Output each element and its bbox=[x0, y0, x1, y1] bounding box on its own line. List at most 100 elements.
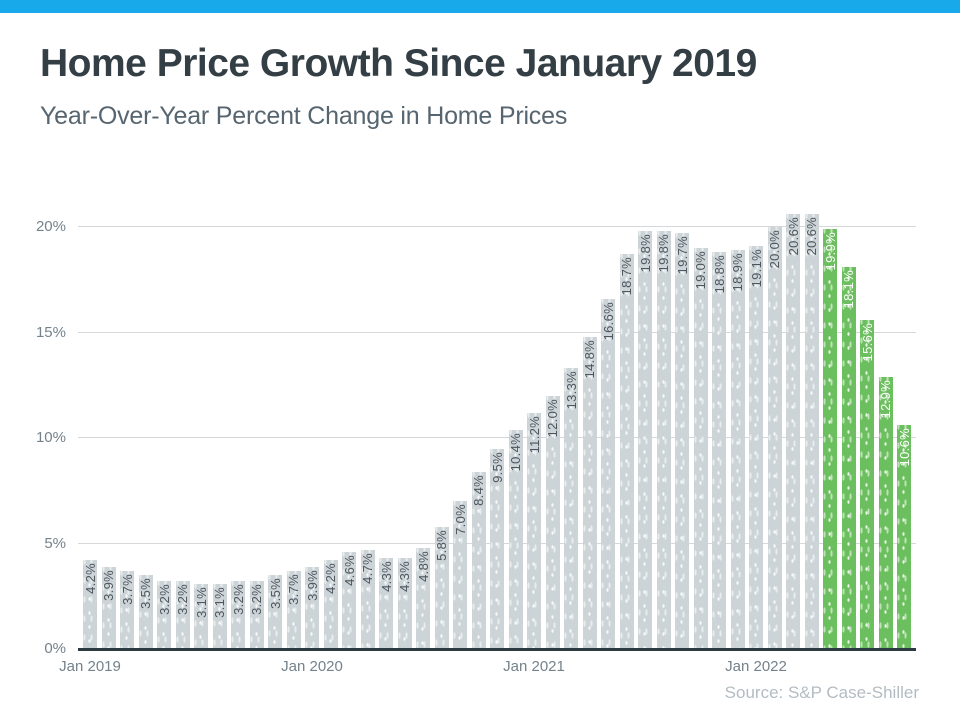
bar: 20.0% bbox=[767, 227, 782, 649]
bar-value-label: 3.1% bbox=[193, 586, 209, 618]
bar: 3.9% bbox=[101, 566, 116, 649]
bar-value-label: 18.7% bbox=[619, 257, 634, 296]
x-tick-label: Jan 2021 bbox=[503, 658, 565, 675]
x-tick-label: Jan 2022 bbox=[725, 658, 787, 675]
page-subtitle: Year-Over-Year Percent Change in Home Pr… bbox=[40, 102, 568, 130]
bar-value-label: 3.7% bbox=[119, 573, 135, 605]
bar: 4.7% bbox=[360, 549, 375, 649]
bar: 8.4% bbox=[471, 471, 486, 649]
bar: 3.5% bbox=[138, 575, 153, 649]
page-title: Home Price Growth Since January 2019 bbox=[40, 42, 757, 85]
x-tick-label: Jan 2019 bbox=[59, 658, 121, 675]
bar: 3.1% bbox=[212, 583, 227, 649]
bar: 3.2% bbox=[156, 581, 172, 649]
bar: 19.8% bbox=[637, 231, 653, 649]
bar-value-label: 14.8% bbox=[582, 339, 597, 379]
gridline bbox=[78, 331, 916, 333]
bar: 16.6% bbox=[600, 298, 616, 649]
bar-value-label: 19.0% bbox=[693, 251, 708, 290]
y-tick-label: 15% bbox=[35, 323, 66, 341]
bar-value-label: 18.1% bbox=[841, 270, 856, 309]
bar: 4.2% bbox=[323, 560, 338, 649]
bar-value-label: 3.2% bbox=[175, 584, 190, 616]
bar: 19.8% bbox=[656, 231, 671, 649]
bar: 3.2% bbox=[230, 581, 246, 649]
bar: 3.2% bbox=[175, 581, 190, 649]
bar-value-label: 16.6% bbox=[600, 301, 616, 341]
bar: 19.0% bbox=[693, 248, 708, 649]
bar-value-label: 15.6% bbox=[859, 322, 875, 362]
bar-value-label: 3.2% bbox=[156, 584, 172, 616]
bar: 19.1% bbox=[748, 246, 764, 649]
bar: 18.8% bbox=[712, 252, 727, 649]
bar: 3.7% bbox=[119, 570, 135, 649]
bar: 14.8% bbox=[582, 336, 597, 649]
bar-highlighted: 18.1% bbox=[841, 267, 856, 649]
bar-value-label: 3.1% bbox=[212, 586, 227, 618]
bar-value-label: 4.6% bbox=[341, 554, 357, 586]
y-tick-label: 20% bbox=[35, 218, 66, 235]
bar: 3.2% bbox=[249, 581, 264, 649]
bar: 4.8% bbox=[415, 547, 431, 649]
bar-value-label: 20.6% bbox=[785, 217, 801, 256]
bar: 18.7% bbox=[619, 254, 634, 649]
bar-highlighted: 10.6% bbox=[896, 425, 912, 649]
bar: 3.5% bbox=[267, 575, 283, 649]
bar: 20.6% bbox=[785, 214, 801, 649]
bar-value-label: 12.0% bbox=[545, 398, 560, 438]
bar: 9.5% bbox=[489, 448, 505, 649]
bar-value-label: 19.8% bbox=[656, 234, 671, 273]
bar-value-label: 10.4% bbox=[508, 432, 523, 471]
bar-value-label: 4.2% bbox=[82, 563, 98, 595]
bar-highlighted: 19.9% bbox=[822, 229, 838, 649]
bar-value-label: 3.7% bbox=[286, 573, 301, 605]
bar-value-label: 19.9% bbox=[822, 232, 838, 271]
y-tick-label: 10% bbox=[35, 429, 66, 446]
bar-value-label: 3.5% bbox=[267, 578, 283, 609]
bar-value-label: 9.5% bbox=[489, 451, 505, 483]
bar-value-label: 4.3% bbox=[397, 561, 412, 593]
bar: 4.3% bbox=[378, 558, 394, 649]
bar-value-label: 3.2% bbox=[230, 584, 246, 616]
bar: 3.7% bbox=[286, 570, 301, 649]
bar: 13.3% bbox=[564, 368, 579, 649]
bar: 4.3% bbox=[397, 558, 412, 649]
bar-value-label: 19.8% bbox=[637, 234, 653, 273]
bar-value-label: 4.2% bbox=[323, 563, 338, 595]
home-price-bar-chart: 0% 5% 10% 15% 20% 4.2% 3.9% 3.7% 3.5% 3.2% 3.2% 3.… bbox=[36, 190, 916, 675]
bar-value-label: 11.2% bbox=[526, 415, 542, 454]
x-axis-line bbox=[78, 648, 916, 651]
bar-value-label: 10.6% bbox=[896, 428, 912, 467]
bar: 3.9% bbox=[304, 566, 320, 649]
bar: 18.9% bbox=[730, 250, 745, 649]
bar: 5.8% bbox=[434, 526, 449, 649]
bar-value-label: 12.9% bbox=[878, 379, 893, 419]
bar-value-label: 3.2% bbox=[249, 584, 264, 616]
bar-value-label: 3.9% bbox=[304, 569, 320, 601]
x-tick-label: Jan 2020 bbox=[281, 658, 343, 675]
bar-value-label: 3.5% bbox=[138, 578, 153, 609]
bar: 4.6% bbox=[341, 551, 357, 649]
bar-value-label: 19.1% bbox=[748, 249, 764, 288]
y-tick-label: 5% bbox=[44, 534, 66, 552]
bar: 3.1% bbox=[193, 583, 209, 649]
bar-value-label: 3.9% bbox=[101, 569, 116, 601]
bar: 20.6% bbox=[804, 214, 819, 649]
bar-value-label: 5.8% bbox=[434, 529, 449, 561]
bar-value-label: 7.0% bbox=[452, 504, 468, 536]
bar: 4.2% bbox=[82, 560, 98, 649]
bar-series: 4.2% 3.9% 3.7% 3.5% 3.2% 3.2% 3.1% 3.1% 3.2% 3.2%… bbox=[82, 190, 912, 649]
bar-highlighted: 12.9% bbox=[878, 376, 893, 649]
source-note: Source: S&P Case-Shiller bbox=[724, 683, 919, 702]
bar: 11.2% bbox=[526, 412, 542, 649]
bar-value-label: 4.8% bbox=[415, 550, 431, 582]
bar: 19.7% bbox=[675, 233, 690, 649]
bar-highlighted: 15.6% bbox=[859, 319, 875, 649]
bar-value-label: 18.9% bbox=[730, 253, 745, 292]
y-tick-label: 0% bbox=[44, 640, 66, 657]
bar-value-label: 4.3% bbox=[378, 561, 394, 593]
bar-value-label: 20.6% bbox=[804, 217, 819, 256]
gridline bbox=[78, 437, 916, 438]
top-accent-bar bbox=[0, 0, 960, 13]
bar-value-label: 8.4% bbox=[471, 474, 486, 506]
